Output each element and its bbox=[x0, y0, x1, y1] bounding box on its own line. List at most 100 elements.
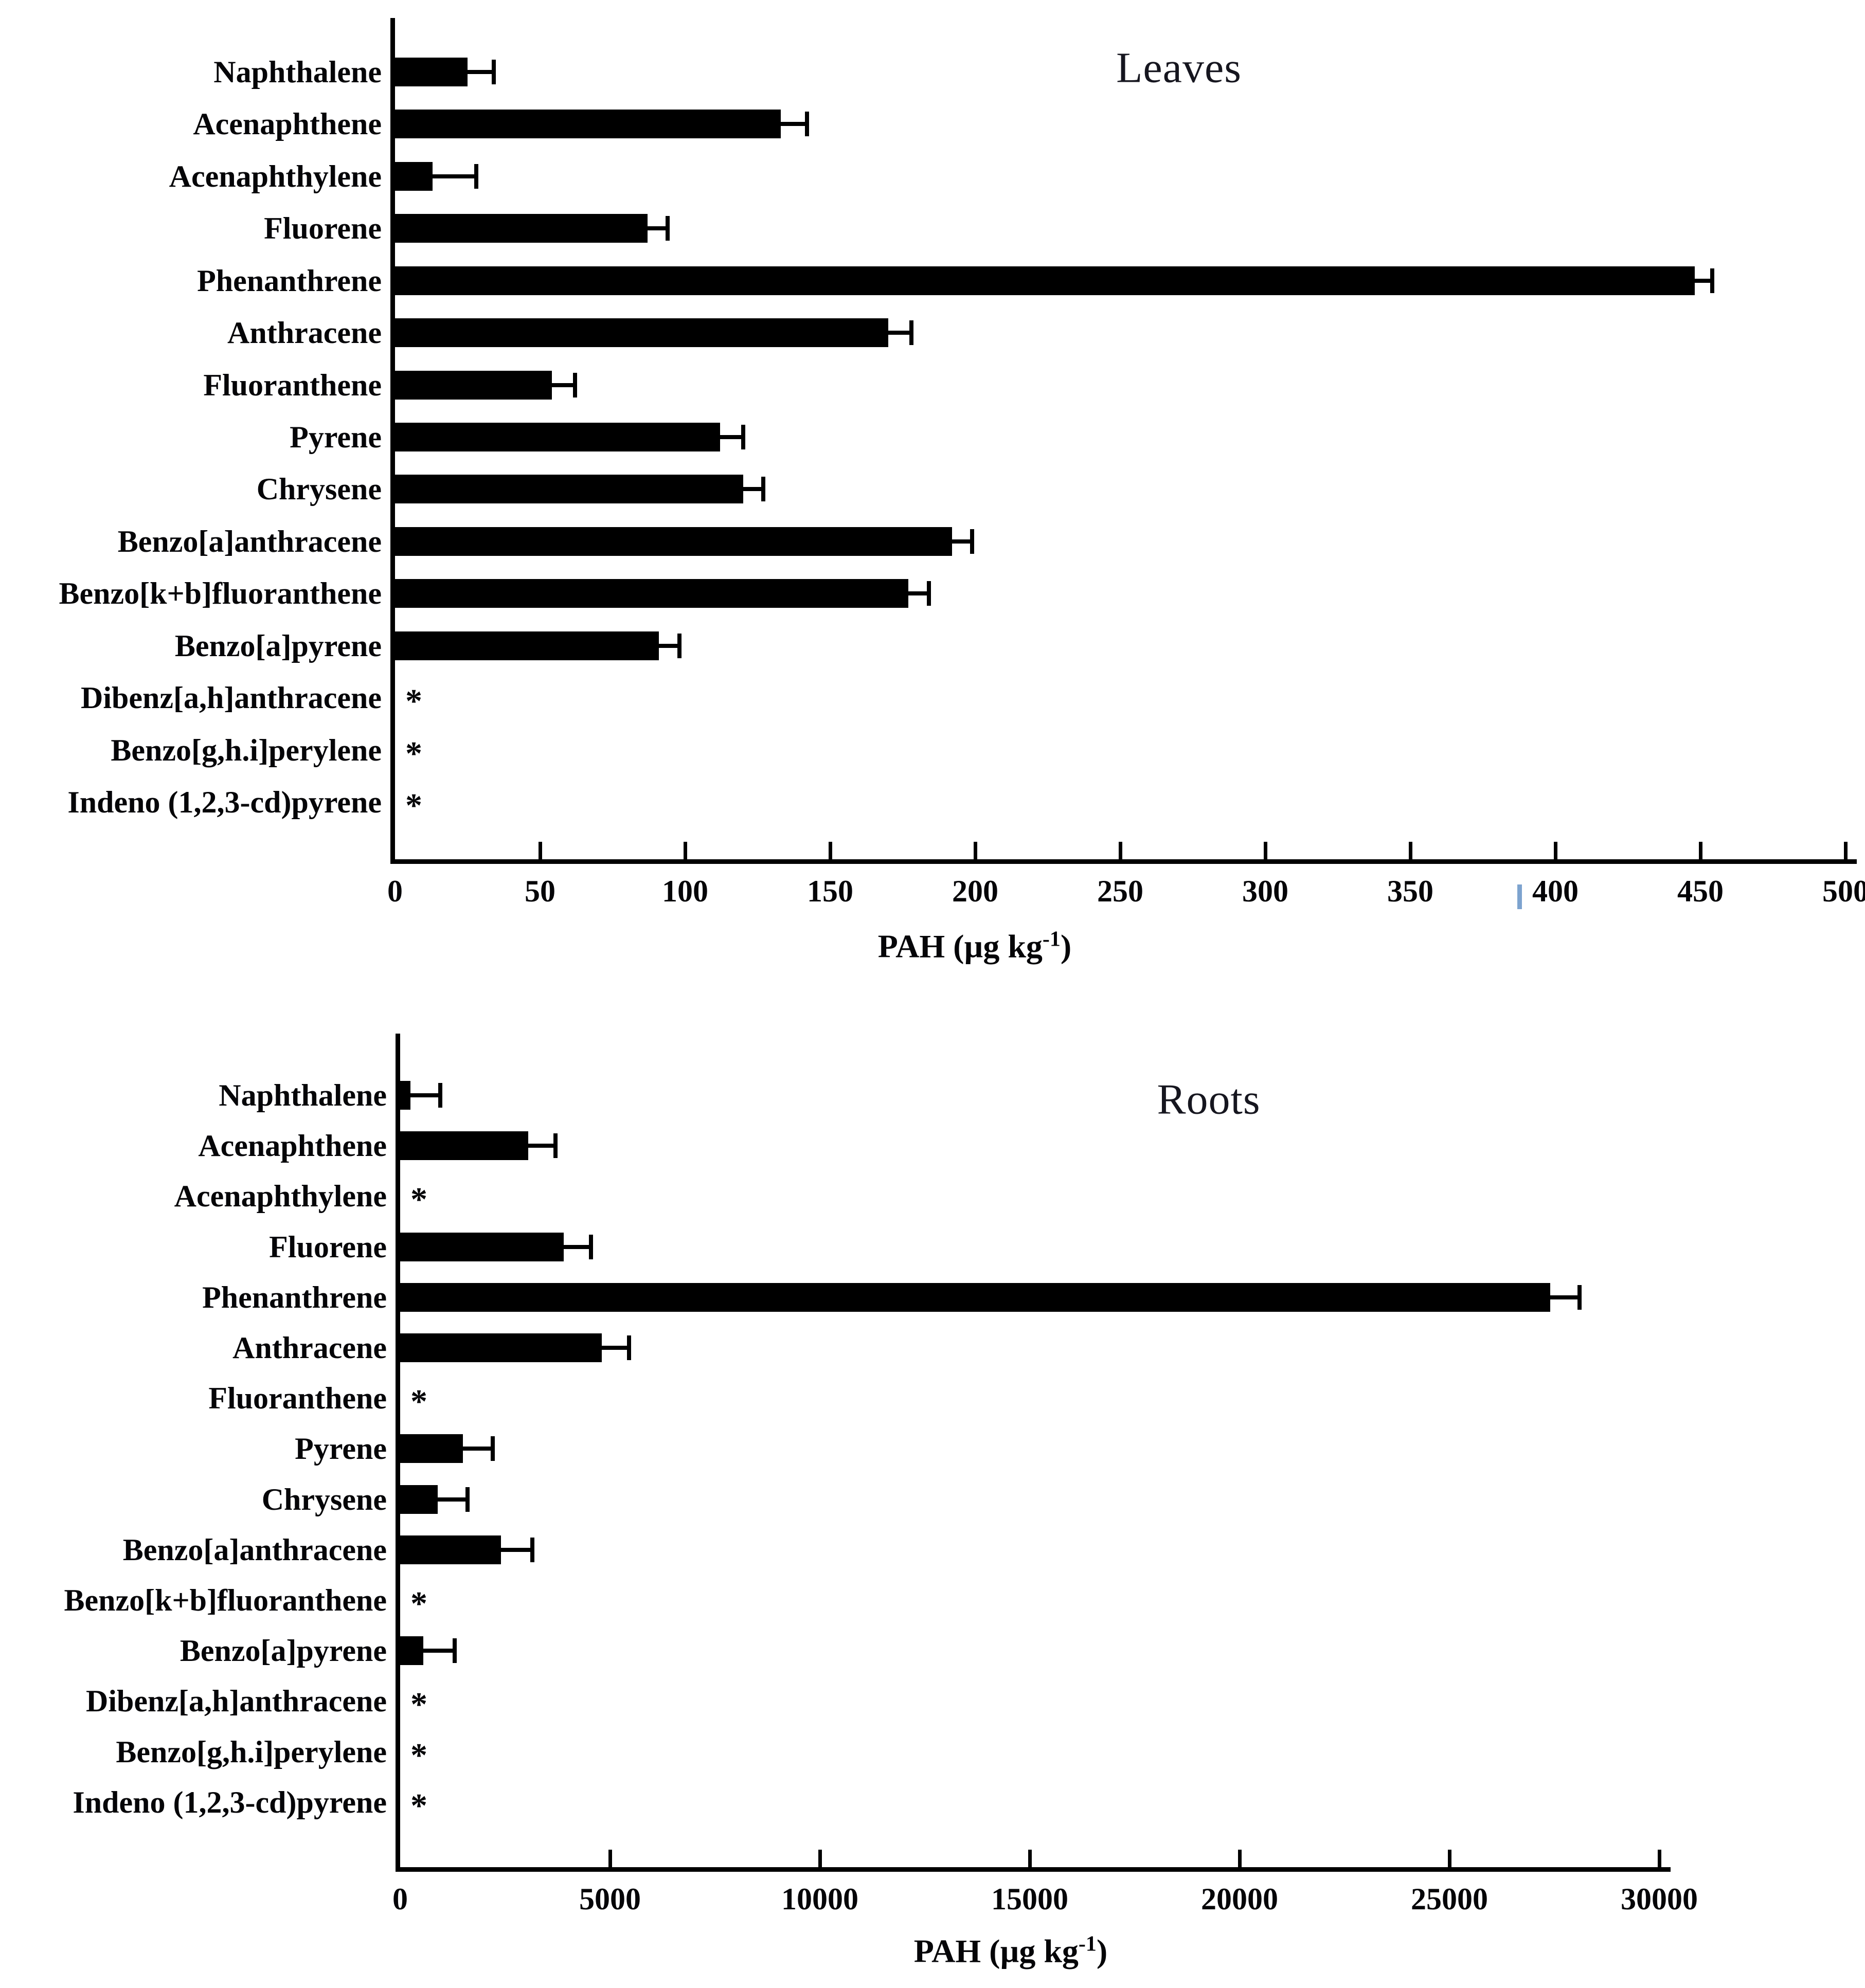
missing-marker: * bbox=[410, 1383, 427, 1421]
error-bar-cap bbox=[804, 112, 809, 137]
x-tick-label: 300 bbox=[1242, 874, 1288, 908]
category-label: Anthracene bbox=[227, 316, 382, 350]
bar bbox=[395, 161, 433, 191]
x-tick-label: 350 bbox=[1387, 874, 1433, 908]
error-bar-line bbox=[908, 591, 929, 596]
error-bar-cap bbox=[677, 633, 682, 658]
x-axis-title-close: ) bbox=[1060, 928, 1072, 965]
error-bar-line bbox=[433, 174, 476, 178]
x-tick bbox=[1119, 842, 1122, 859]
error-bar-cap bbox=[491, 60, 496, 84]
category-label: Chrysene bbox=[261, 1482, 387, 1516]
x-tick-label: 25000 bbox=[1411, 1882, 1488, 1916]
bar bbox=[400, 1636, 423, 1666]
category-label: Benzo[k+b]fluoranthene bbox=[59, 576, 382, 611]
x-tick-label: 100 bbox=[662, 874, 708, 908]
error-bar-line bbox=[438, 1497, 468, 1502]
error-bar-line bbox=[781, 122, 807, 126]
category-label: Naphthalene bbox=[219, 1078, 387, 1112]
error-bar-line bbox=[410, 1093, 440, 1097]
bar bbox=[395, 475, 743, 504]
category-label: Anthracene bbox=[232, 1331, 387, 1365]
error-bar-cap bbox=[589, 1234, 594, 1259]
error-bar-line bbox=[1694, 278, 1712, 283]
x-axis-title-text: PAH (µg kg bbox=[877, 928, 1043, 965]
x-tick bbox=[1264, 842, 1267, 859]
error-bar-line bbox=[500, 1547, 533, 1552]
category-label: Pyrene bbox=[290, 420, 382, 454]
x-tick-label: 50 bbox=[525, 874, 555, 908]
y-axis-line bbox=[390, 18, 395, 864]
x-tick-label: 5000 bbox=[579, 1882, 641, 1916]
x-tick bbox=[684, 842, 687, 859]
error-bar-line bbox=[647, 226, 668, 231]
category-label: Benzo[a]anthracene bbox=[122, 1532, 387, 1567]
bar bbox=[395, 579, 909, 608]
bar bbox=[395, 58, 468, 86]
x-tick bbox=[1699, 842, 1702, 859]
error-bar-cap bbox=[1710, 268, 1714, 293]
x-axis-title-leaves: PAH (µg kg-1) bbox=[878, 927, 1071, 965]
x-axis-title-superscript: -1 bbox=[1042, 927, 1061, 951]
missing-marker: * bbox=[405, 734, 422, 772]
error-bar-line bbox=[463, 1447, 493, 1451]
error-bar-cap bbox=[666, 216, 670, 241]
x-tick bbox=[608, 1850, 612, 1867]
bar bbox=[400, 1081, 411, 1110]
category-label: Acenaphthene bbox=[198, 1129, 387, 1163]
category-label: Fluorene bbox=[264, 211, 382, 246]
error-bar-cap bbox=[530, 1537, 535, 1562]
y-axis-line bbox=[396, 1034, 400, 1872]
error-bar-cap bbox=[741, 425, 745, 449]
x-tick bbox=[974, 842, 977, 859]
category-label: Indeno (1,2,3-cd)pyrene bbox=[67, 785, 382, 820]
bar bbox=[400, 1131, 528, 1161]
missing-marker: * bbox=[410, 1181, 427, 1219]
x-tick-label: 15000 bbox=[991, 1882, 1068, 1916]
missing-marker: * bbox=[405, 682, 422, 720]
x-axis-title-text: PAH (µg kg bbox=[913, 1932, 1079, 1969]
error-bar-line bbox=[423, 1649, 455, 1653]
x-tick-label: 150 bbox=[807, 874, 853, 908]
bar bbox=[395, 370, 552, 400]
x-tick-label: 200 bbox=[952, 874, 998, 908]
error-bar-line bbox=[468, 70, 494, 74]
x-tick-label: 250 bbox=[1097, 874, 1143, 908]
category-label: Fluorene bbox=[269, 1230, 387, 1264]
error-bar-cap bbox=[626, 1335, 631, 1360]
category-label: Fluoranthene bbox=[208, 1381, 387, 1416]
error-bar-line bbox=[720, 435, 743, 439]
category-label: Chrysene bbox=[256, 472, 382, 507]
bar bbox=[400, 1282, 1550, 1312]
bar bbox=[400, 1485, 438, 1514]
x-axis-line bbox=[396, 1867, 1671, 1872]
missing-marker: * bbox=[410, 1786, 427, 1824]
x-axis-line bbox=[390, 859, 1857, 864]
category-label: Phenanthrene bbox=[197, 263, 382, 298]
error-bar-cap bbox=[438, 1083, 442, 1108]
bar bbox=[400, 1333, 602, 1362]
category-label: Benzo[a]pyrene bbox=[180, 1634, 387, 1668]
missing-marker: * bbox=[410, 1686, 427, 1724]
error-bar-cap bbox=[453, 1638, 457, 1664]
bar bbox=[395, 318, 888, 348]
category-label: Benzo[a]anthracene bbox=[117, 524, 382, 558]
error-bar-line bbox=[952, 539, 973, 544]
x-axis-title-superscript: -1 bbox=[1078, 1932, 1097, 1956]
x-tick-label: 0 bbox=[387, 874, 403, 908]
category-label: Benzo[a]pyrene bbox=[174, 628, 382, 663]
error-bar-line bbox=[551, 383, 575, 387]
x-tick bbox=[1238, 1850, 1242, 1867]
bar bbox=[395, 527, 952, 556]
bar bbox=[400, 1232, 564, 1261]
x-tick-label: 10000 bbox=[781, 1882, 858, 1916]
error-bar-cap bbox=[572, 372, 577, 397]
error-bar-line bbox=[564, 1244, 591, 1249]
bar bbox=[395, 423, 720, 451]
error-bar-line bbox=[601, 1346, 629, 1350]
error-bar-cap bbox=[465, 1487, 470, 1512]
x-axis-title-close: ) bbox=[1096, 1932, 1108, 1969]
category-label: Fluoranthene bbox=[203, 368, 382, 402]
category-label: Benzo[k+b]fluoranthene bbox=[64, 1583, 387, 1617]
